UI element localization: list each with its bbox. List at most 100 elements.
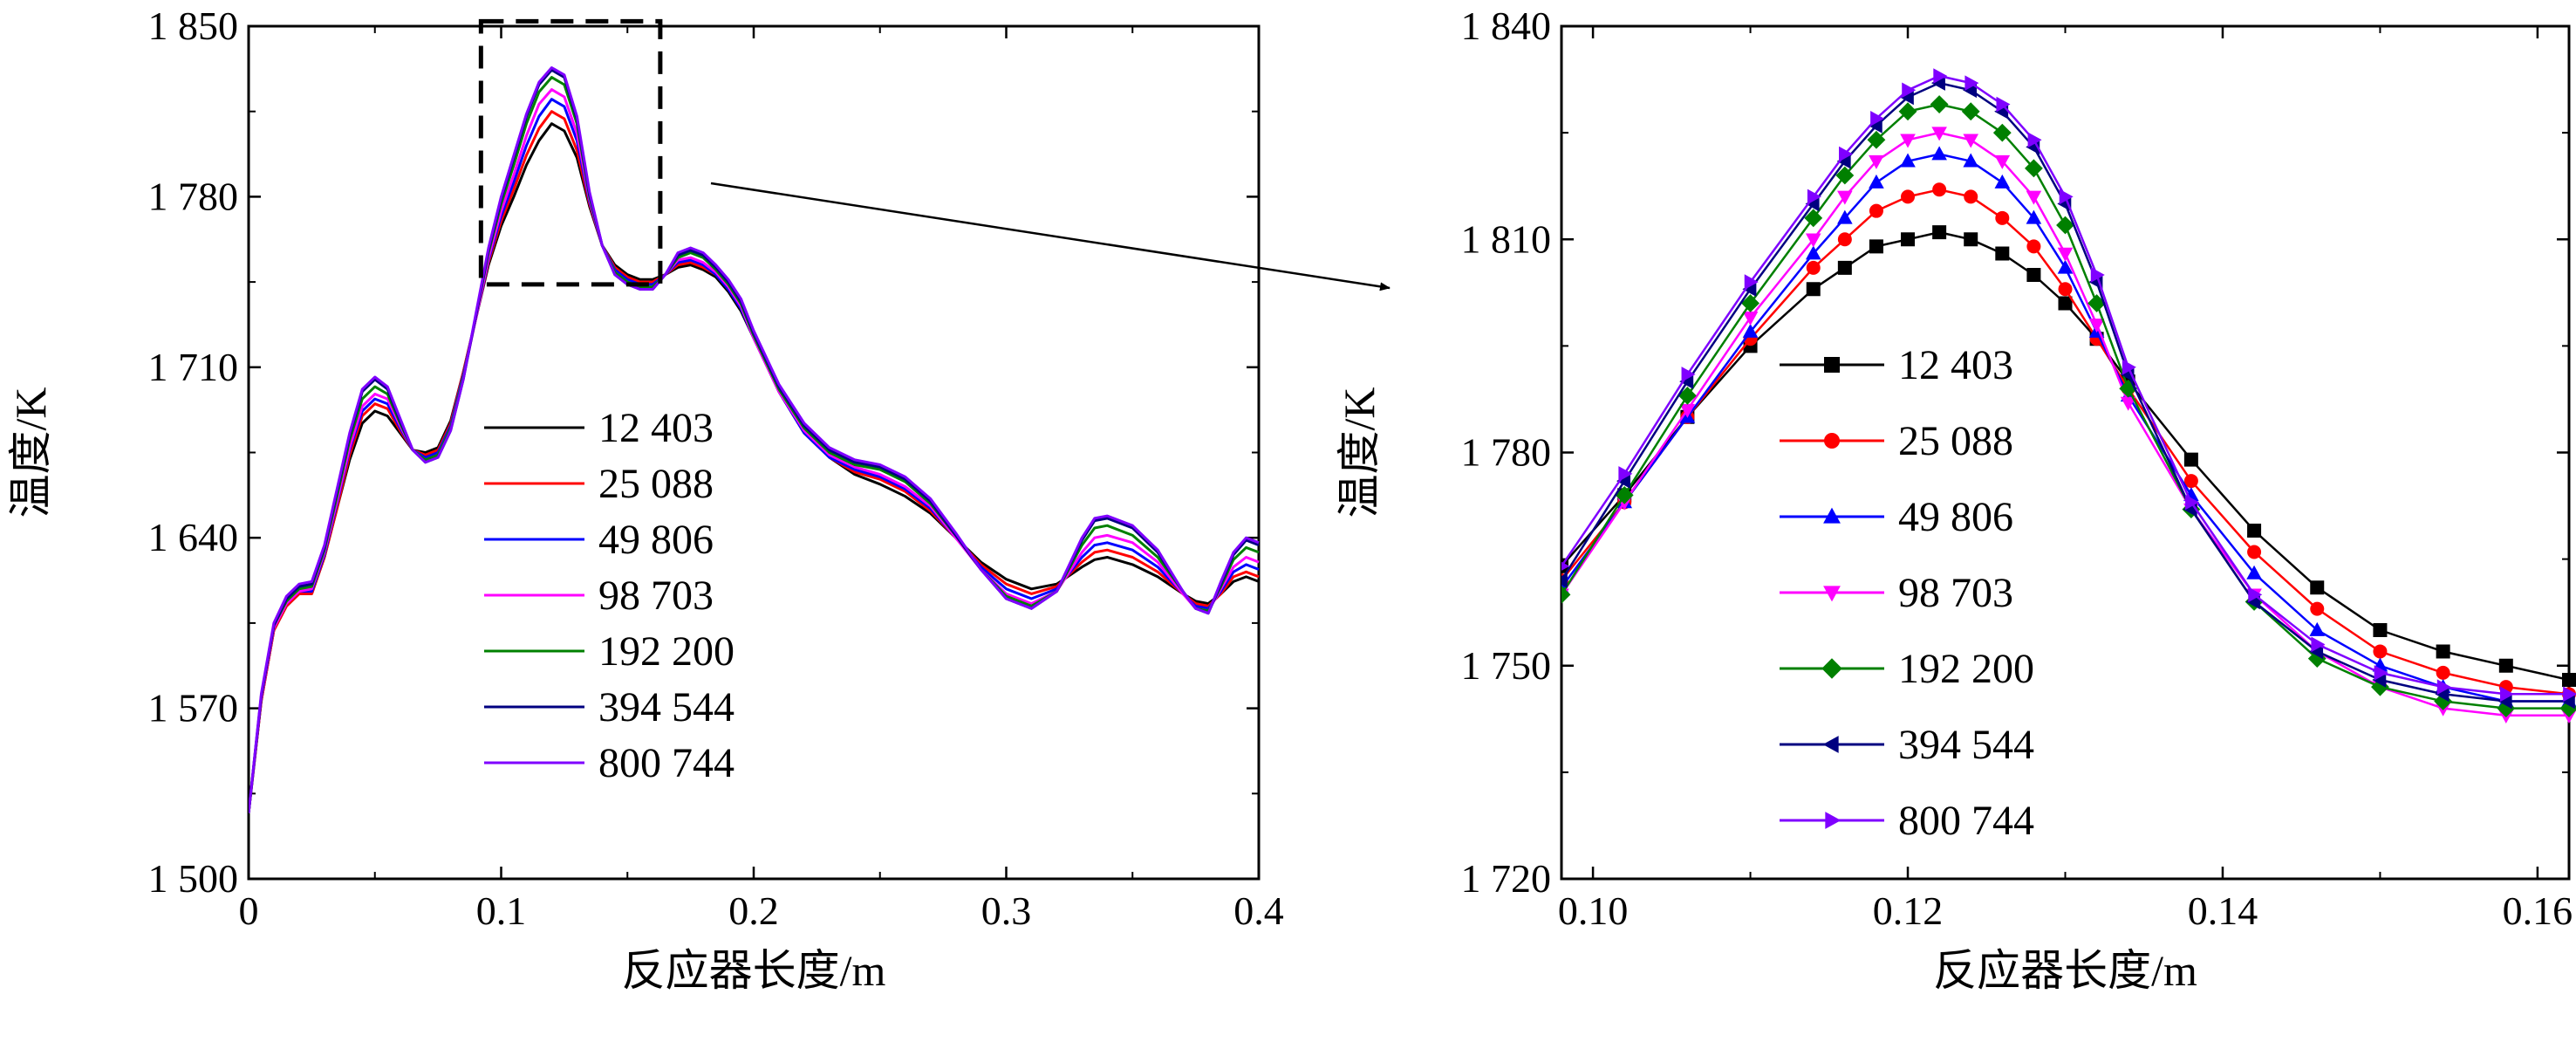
left-chart: 0 0.1 0.2 0.3 0.4 1 500 1 570 1 640 1 710 1 780 1 … <box>6 3 1284 995</box>
data-point <box>1837 260 1852 275</box>
data-point <box>1681 367 1696 382</box>
data-point <box>2122 360 2136 375</box>
data-point <box>2563 686 2576 703</box>
data-point <box>1869 239 1883 254</box>
data-point <box>2088 319 2105 333</box>
data-point <box>1931 146 1947 161</box>
data-point <box>2026 190 2042 205</box>
data-point <box>1744 274 1759 290</box>
data-point <box>1869 203 1883 218</box>
x-tick-label: 0.14 <box>2188 888 2258 933</box>
data-point <box>1900 134 1916 148</box>
data-point <box>2311 636 2326 653</box>
x-tick-label: 0.12 <box>1873 888 1944 933</box>
data-point <box>1994 174 2011 189</box>
data-point <box>2497 693 2512 710</box>
series-group <box>1561 68 2576 723</box>
legend-marker <box>1824 357 1840 373</box>
data-point <box>1995 210 2010 225</box>
data-point <box>1930 75 1945 91</box>
data-point <box>2027 132 2042 148</box>
series-line <box>249 88 1260 813</box>
data-point <box>1742 312 1759 326</box>
series-line <box>249 122 1260 813</box>
legend-label: 12 403 <box>598 405 714 451</box>
legend-marker <box>1821 658 1842 679</box>
data-point <box>1679 374 1694 389</box>
data-point <box>1742 323 1759 338</box>
legend-marker <box>1823 507 1841 524</box>
zoom-region-box <box>478 18 663 287</box>
y-tick-label: 1 810 <box>1461 216 1552 261</box>
data-point <box>2374 665 2388 681</box>
data-point <box>2245 593 2260 610</box>
data-point <box>2058 282 2073 297</box>
data-point <box>1867 130 1886 149</box>
series-line <box>1561 153 2569 703</box>
data-point <box>1898 102 1917 121</box>
y-tick-label: 1 850 <box>148 3 239 48</box>
data-point <box>2436 665 2450 680</box>
data-point <box>1679 403 1696 418</box>
data-point <box>2120 396 2136 411</box>
legend-label: 800 744 <box>598 740 735 786</box>
data-point <box>2560 693 2575 710</box>
data-point <box>1616 473 1630 489</box>
data-point <box>1804 209 1823 228</box>
data-point <box>2058 296 2073 311</box>
data-point <box>1741 294 1759 312</box>
data-point <box>2059 189 2074 205</box>
legend: 12 403 25 088 49 806 98 703 192 200 394 544 80… <box>484 405 735 786</box>
series-line <box>1561 81 2569 703</box>
legend-label: 98 703 <box>1898 570 2013 616</box>
data-point <box>1868 118 1882 134</box>
data-point <box>2436 644 2450 659</box>
data-point <box>2310 601 2325 616</box>
data-point <box>1900 153 1916 168</box>
data-point <box>2183 452 2198 467</box>
legend-marker <box>1822 736 1839 753</box>
series-line <box>249 76 1260 813</box>
legend-label: 12 403 <box>1898 342 2013 388</box>
data-point <box>1963 82 1978 99</box>
data-point <box>1931 127 1947 141</box>
data-point <box>1561 573 1568 588</box>
y-tick-label: 1 500 <box>148 856 239 901</box>
legend-label: 394 544 <box>598 684 735 730</box>
data-point <box>2309 643 2324 660</box>
legend: 12 403 25 088 49 806 98 703 192 200 394 544 80… <box>1780 342 2034 844</box>
y-axis-label: 温度/K <box>6 387 55 518</box>
plot-frame <box>247 24 1261 881</box>
legend-label: 192 200 <box>598 628 735 675</box>
y-tick-label: 1 780 <box>1461 430 1552 475</box>
data-point <box>2498 658 2513 673</box>
x-tick-label: 0.16 <box>2503 888 2573 933</box>
data-point <box>1835 166 1855 185</box>
y-tick-label: 1 780 <box>148 174 239 218</box>
data-point <box>1992 123 2012 142</box>
y-tick-label: 1 840 <box>1461 3 1552 48</box>
y-tick-label: 1 710 <box>148 345 239 389</box>
data-point <box>1615 485 1634 504</box>
data-point <box>1806 282 1821 297</box>
data-point <box>1561 561 1570 571</box>
data-point <box>1869 154 1884 169</box>
data-point <box>2436 679 2451 695</box>
data-point <box>1837 232 1852 247</box>
data-point <box>1805 233 1821 248</box>
y-tick-label: 1 720 <box>1461 856 1552 901</box>
y-tick-label: 1 640 <box>148 515 239 559</box>
data-point <box>2025 159 2043 178</box>
series-line <box>1561 103 2569 710</box>
x-tick-label: 0.3 <box>981 888 1032 933</box>
series-line <box>1561 74 2569 696</box>
data-point <box>2026 209 2042 224</box>
data-point <box>2246 565 2262 579</box>
data-point <box>1836 153 1851 169</box>
data-point <box>1964 189 1978 204</box>
data-point <box>2500 686 2515 703</box>
data-point <box>2309 621 2326 636</box>
data-point <box>1618 466 1633 482</box>
legend-marker <box>1824 433 1840 449</box>
